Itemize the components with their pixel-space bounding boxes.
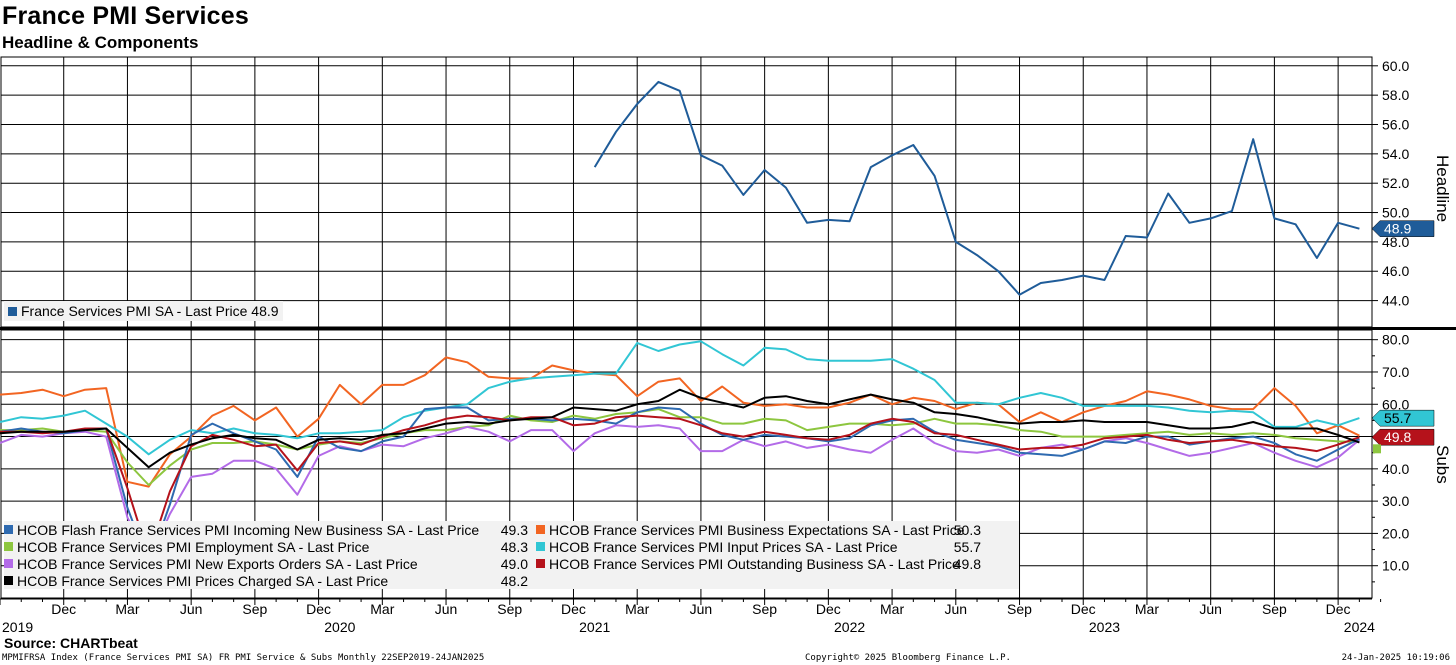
x-tick-label: Mar: [1135, 601, 1159, 617]
x-tick-label: Mar: [370, 601, 394, 617]
headline-series-line: [593, 80, 1360, 296]
x-year-label: 2022: [834, 619, 865, 635]
legend-value: 49.8: [953, 555, 981, 572]
legend-label: HCOB France Services PMI New Exports Ord…: [17, 555, 418, 572]
legend-label: HCOB France Services PMI Business Expect…: [549, 521, 965, 538]
legend-swatch: [4, 559, 13, 568]
x-tick-label: Dec: [561, 601, 586, 617]
subs-axis-title: Subs: [1433, 445, 1452, 484]
y-tick-label: 60.0: [1382, 58, 1409, 74]
y-tick-label: 44.0: [1382, 293, 1409, 309]
legend-swatch: [536, 559, 545, 568]
y-tick-label: 80.0: [1382, 332, 1409, 348]
input-prices-last-value: 55.7: [1384, 410, 1411, 426]
series-line-employment: [0, 408, 1360, 486]
y-tick-label: 10.0: [1382, 558, 1409, 574]
x-tick-label: Mar: [880, 601, 904, 617]
legend-label: HCOB France Services PMI Input Prices SA…: [549, 538, 898, 555]
outstanding-last-value: 49.8: [1384, 429, 1411, 445]
y-tick-label: 48.0: [1382, 234, 1409, 250]
legend-item-outstanding-business: HCOB France Services PMI Outstanding Bus…: [536, 555, 1019, 572]
headline-last-value: 48.9: [1384, 221, 1411, 237]
x-tick-label: Jun: [690, 601, 713, 617]
legend-swatch: [4, 525, 13, 534]
y-tick-label: 46.0: [1382, 263, 1409, 279]
x-year-label: 2019: [2, 619, 33, 635]
series-line-business-expectations: [0, 356, 1360, 488]
legend-item-prices-charged: HCOB France Services PMI Prices Charged …: [4, 572, 536, 589]
legend-value: 48.2: [500, 572, 528, 589]
x-year-label: 2024: [1344, 619, 1375, 635]
input-prices-last-value-bg: [1371, 409, 1435, 427]
y-tick-label: 56.0: [1382, 117, 1409, 133]
legend-item-new-exports: HCOB France Services PMI New Exports Ord…: [4, 555, 536, 572]
x-tick-label: Dec: [1071, 601, 1096, 617]
subs-legend: HCOB Flash France Services PMI Incoming …: [4, 521, 1019, 589]
chart-title: France PMI Services: [2, 2, 249, 30]
ticker-line: MPMIFRSA Index (France Services PMI SA) …: [2, 653, 485, 663]
y-tick-label: 58.0: [1382, 87, 1409, 103]
legend-item-employment: HCOB France Services PMI Employment SA -…: [4, 538, 536, 555]
x-tick-label: Jun: [435, 601, 458, 617]
x-tick-label: Jun: [945, 601, 968, 617]
legend-item-input-prices: HCOB France Services PMI Input Prices SA…: [536, 538, 1019, 555]
headline-axis-title: Headline: [1433, 155, 1452, 222]
x-tick-label: Dec: [306, 601, 331, 617]
legend-swatch: [536, 525, 545, 534]
y-tick-label: 54.0: [1382, 146, 1409, 162]
legend-label: HCOB France Services PMI Outstanding Bus…: [549, 555, 960, 572]
headline-legend-swatch: [8, 306, 17, 316]
legend-swatch: [536, 542, 545, 551]
series-line-new-business: [0, 406, 1360, 566]
x-year-label: 2021: [579, 619, 610, 635]
x-tick-label: Dec: [1326, 601, 1351, 617]
x-tick-label: Sep: [1007, 601, 1032, 617]
x-tick-label: Mar: [625, 601, 649, 617]
x-tick-label: Sep: [497, 601, 522, 617]
x-year-label: 2020: [324, 619, 355, 635]
legend-label: HCOB France Services PMI Employment SA -…: [17, 538, 370, 555]
y-tick-label: 30.0: [1382, 493, 1409, 509]
y-tick-label: 50.0: [1382, 205, 1409, 221]
timestamp: 24-Jan-2025 10:19:06: [1341, 653, 1450, 663]
legend-value: 49.3: [500, 521, 528, 538]
chart-subtitle: Headline & Components: [2, 33, 199, 52]
legend-value: 49.0: [500, 555, 528, 572]
headline-legend: France Services PMI SA - Last Price 48.9: [4, 301, 283, 321]
y-tick-label: 60.0: [1382, 396, 1409, 412]
series-line-prices-charged: [0, 388, 1360, 469]
legend-label: HCOB Flash France Services PMI Incoming …: [17, 521, 480, 538]
legend-label: HCOB France Services PMI Prices Charged …: [17, 572, 389, 589]
x-tick-label: Sep: [242, 601, 267, 617]
legend-swatch: [4, 542, 13, 551]
headline-legend-label: France Services PMI SA - Last Price 48.9: [21, 303, 279, 319]
legend-value: 50.3: [953, 521, 981, 538]
y-tick-label: 52.0: [1382, 175, 1409, 191]
x-tick-label: Sep: [752, 601, 777, 617]
y-tick-label: 70.0: [1382, 364, 1409, 380]
x-year-label: 2023: [1089, 619, 1120, 635]
copyright: Copyright© 2025 Bloomberg Finance L.P.: [805, 653, 1011, 663]
x-tick-label: Dec: [816, 601, 841, 617]
y-tick-label: 20.0: [1382, 525, 1409, 541]
legend-item-new-business: HCOB Flash France Services PMI Incoming …: [4, 521, 536, 538]
y-tick-label: 40.0: [1382, 461, 1409, 477]
x-tick-label: Dec: [51, 601, 76, 617]
legend-item-business-expectations: HCOB France Services PMI Business Expect…: [536, 521, 1019, 538]
x-tick-label: Jun: [180, 601, 203, 617]
x-tick-label: Sep: [1262, 601, 1287, 617]
source-note: Source: CHARTbeat: [4, 635, 138, 651]
headline-last-value-bg: [1371, 220, 1435, 237]
x-tick-label: Mar: [115, 601, 139, 617]
x-tick-label: Jun: [1199, 601, 1222, 617]
legend-value: 55.7: [953, 538, 981, 555]
series-line-outstanding-business: [0, 414, 1360, 557]
legend-value: 48.3: [500, 538, 528, 555]
headline-panel-frame: [0, 56, 1373, 328]
outstanding-last-value-bg: [1371, 428, 1435, 446]
legend-swatch: [4, 576, 13, 585]
employment-last-marker: [1373, 444, 1381, 454]
series-line-new-exports: [0, 424, 1361, 562]
